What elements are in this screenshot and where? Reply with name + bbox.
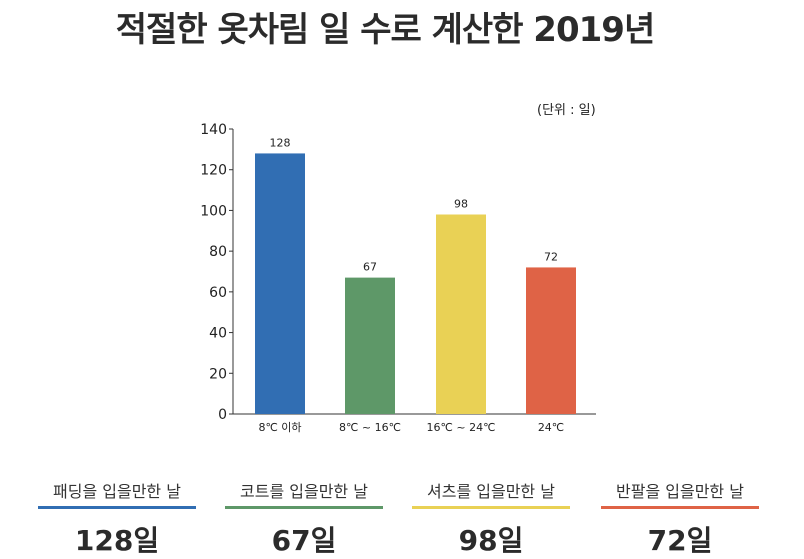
summary-label: 패딩을 입을만한 날 xyxy=(53,482,181,501)
bar-value-label: 98 xyxy=(454,198,468,211)
summary-short-sleeve: 반팔을 입을만한 날 72일 xyxy=(601,478,759,559)
unit-note: (단위 : 일) xyxy=(537,103,596,118)
bar-value-label: 128 xyxy=(270,136,291,149)
bar-value-label: 72 xyxy=(544,250,558,263)
y-tick-label: 20 xyxy=(209,366,227,382)
y-tick-label: 100 xyxy=(200,203,227,219)
summary-underline xyxy=(412,506,570,509)
x-tick-label: 24℃ xyxy=(538,421,564,434)
bar-value-label: 67 xyxy=(363,261,377,274)
x-tick-label: 8℃ ~ 16℃ xyxy=(339,421,401,434)
summary-label: 코트를 입을만한 날 xyxy=(240,482,368,501)
bar xyxy=(345,277,395,414)
summary-value: 67일 xyxy=(271,524,337,557)
x-tick-label: 8℃ 이하 xyxy=(258,420,301,434)
summary-coat: 코트를 입을만한 날 67일 xyxy=(225,478,383,559)
bar xyxy=(255,153,305,414)
summary-underline xyxy=(601,506,759,509)
summary-label: 셔츠를 입을만한 날 xyxy=(427,482,555,501)
summary-value: 72일 xyxy=(647,524,713,557)
summary-value: 128일 xyxy=(74,524,160,557)
bar xyxy=(526,267,576,414)
x-tick-label: 16℃ ~ 24℃ xyxy=(427,421,496,434)
y-tick-label: 60 xyxy=(209,285,227,301)
y-tick-label: 120 xyxy=(200,163,227,179)
page-title: 적절한 옷차림 일 수로 계산한 2019년 xyxy=(115,10,655,50)
y-tick-label: 40 xyxy=(209,326,227,342)
summary-padding: 패딩을 입을만한 날 128일 xyxy=(38,478,196,559)
y-tick-label: 80 xyxy=(209,244,227,260)
y-tick-label: 0 xyxy=(218,407,227,423)
summary-underline xyxy=(38,506,196,509)
summary-underline xyxy=(225,506,383,509)
summary-value: 98일 xyxy=(458,524,524,557)
summary-label: 반팔을 입을만한 날 xyxy=(616,482,744,501)
y-tick-label: 140 xyxy=(200,122,227,138)
bar xyxy=(436,214,486,414)
summary-shirt: 셔츠를 입을만한 날 98일 xyxy=(412,478,570,559)
